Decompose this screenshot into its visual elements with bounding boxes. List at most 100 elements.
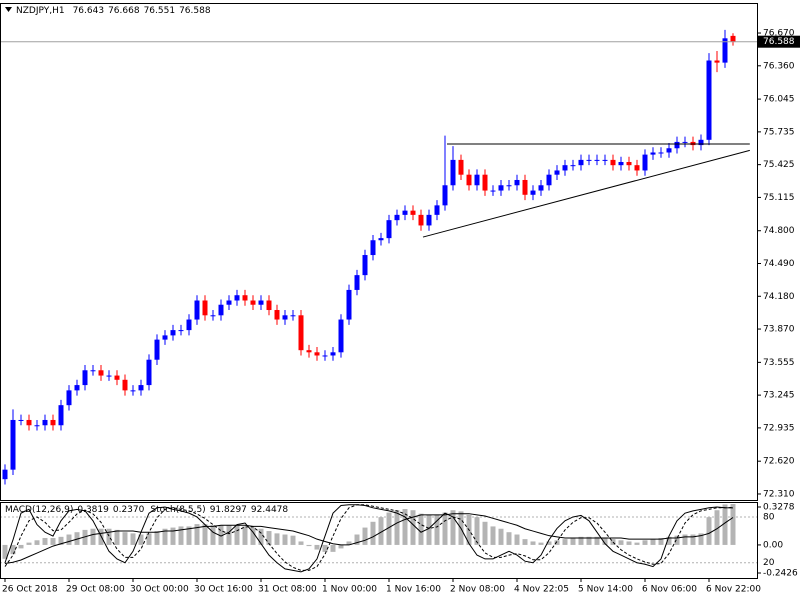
macd-bar [274,533,280,545]
candle-body [458,159,464,175]
stoch-tick-label: 80 [763,512,775,522]
candle-body [106,375,112,377]
candle-body [546,174,552,186]
x-tick-label: 30 Oct 00:00 [130,585,189,595]
candle-body [122,379,128,391]
macd-bar [146,533,152,545]
candle-body [538,185,544,191]
x-tick-label: 6 Nov 22:00 [706,585,761,595]
macd-bar [730,504,736,545]
y-tick-label: 72.310 [763,489,795,499]
y-tick-label: 76.670 [763,29,795,39]
macd-bar [402,509,408,545]
last-high: 76.668 [108,6,140,16]
candle-body [426,214,432,226]
macd-bar [682,534,688,545]
macd-bar [650,539,656,545]
macd-bar [130,533,136,545]
x-tick-label: 26 Oct 2018 [2,585,58,595]
y-tick-label: 76.360 [763,61,795,71]
candle-body [98,370,104,376]
candle-body [338,319,344,353]
macd-bar [522,539,528,545]
candle-body [370,240,376,256]
y-tick-label: 73.245 [763,391,795,401]
macd-bar [642,540,648,545]
candle-body [386,220,392,239]
candle-body [506,185,512,187]
macd-bar [450,510,456,545]
candle-body [306,350,312,353]
stoch-tick-label: 20 [763,558,775,568]
candle-body [34,425,40,427]
macd-bar [394,510,400,545]
candle-body [138,385,144,391]
macd-bar [538,542,544,545]
candle-body [722,38,728,63]
macd-bar [506,532,512,545]
macd-bar [298,541,304,545]
macd-bar [322,544,328,552]
macd-bar [618,540,624,545]
macd-bar [338,544,344,549]
y-tick-label: 74.180 [763,292,795,302]
x-tick-label: 6 Nov 06:00 [642,585,697,595]
y-tick-label: 73.555 [763,358,795,368]
macd-bar [106,528,112,545]
candle-body [226,300,232,305]
candle-body [634,165,640,171]
macd-bar [58,536,64,545]
candle-body [330,352,336,356]
current-price-box [758,35,800,48]
candle-body [602,159,608,161]
candle-body [578,159,584,166]
candle-body [570,165,576,167]
candle-body [658,152,664,154]
macd-bar [194,524,200,545]
macd-bar [594,536,600,545]
y-tick-label: 72.935 [763,423,795,433]
candle-body [170,330,176,336]
macd-bar [186,526,192,545]
macd-bar [50,537,56,545]
x-tick-label: 31 Oct 08:00 [258,585,317,595]
candle-body [90,370,96,372]
candle-body [266,300,272,311]
macd-bar [82,529,88,545]
macd-bar [418,513,424,545]
current-price-label: 76.588 [763,37,795,47]
candle-body [258,300,264,305]
y-tick-label: 75.735 [763,127,795,137]
candle-body [394,214,400,221]
y-tick-label: 74.490 [763,259,795,269]
macd-bar [330,544,336,552]
symbol: NZDJPY,H1 [16,6,65,16]
candle-body [250,300,256,305]
macd-bar [234,525,240,545]
macd-bar [570,537,576,545]
candle-body [162,335,168,340]
y-tick-label: 75.115 [763,193,795,203]
candle-body [610,159,616,166]
candle-body [114,375,120,380]
macd-bar [34,540,40,545]
menu-arrow[interactable] [5,7,12,12]
macd-bar [202,524,208,545]
candle-body [562,165,568,171]
y-tick-label: 75.425 [763,160,795,170]
x-tick-label: 30 Oct 16:00 [194,585,253,595]
candle-body [450,159,456,186]
candle-body [618,162,624,166]
candle-body [642,154,648,171]
macd-bar [482,521,488,545]
candle-body [66,390,72,406]
candle-body [242,295,248,301]
candle-body [194,300,200,320]
candle-body [18,419,24,421]
macd-bar [530,541,536,545]
macd-bar [250,527,256,545]
candle-body [74,385,80,391]
x-tick-label: 1 Nov 16:00 [386,585,441,595]
macd-bar [690,534,696,545]
